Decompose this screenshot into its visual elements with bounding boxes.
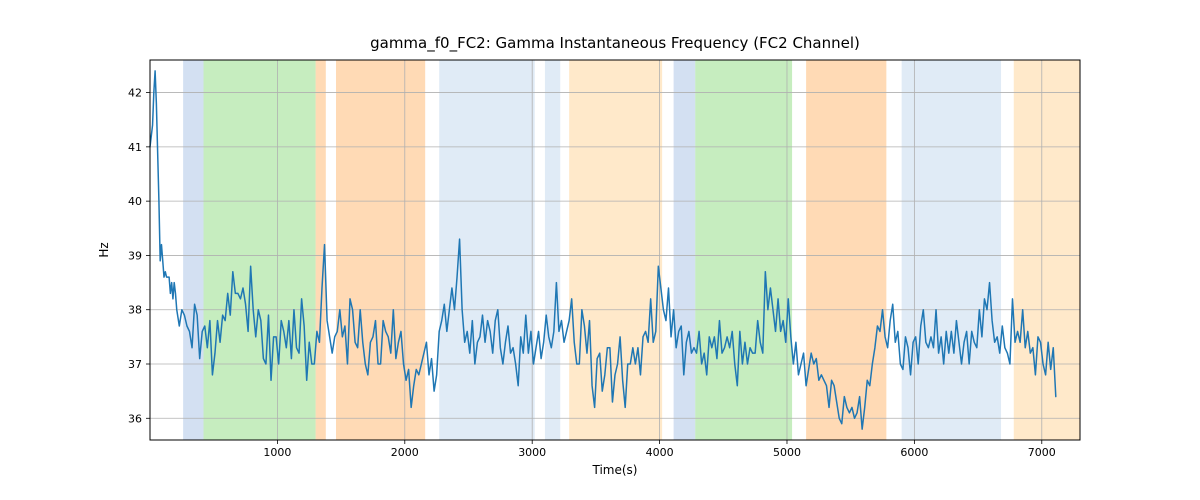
x-axis-label: Time(s) bbox=[592, 463, 638, 477]
x-tick-label: 1000 bbox=[263, 446, 291, 459]
background-spans bbox=[183, 60, 1080, 440]
span bbox=[695, 60, 792, 440]
y-tick-label: 38 bbox=[128, 304, 142, 317]
y-ticks: 36 37 38 39 40 41 42 bbox=[128, 87, 150, 426]
span bbox=[919, 60, 1001, 440]
timeseries-chart: 1000 2000 3000 4000 5000 6000 7000 36 37 38 39 40 4… bbox=[0, 0, 1200, 500]
y-axis-label: Hz bbox=[97, 242, 111, 257]
span bbox=[806, 60, 886, 440]
chart-container: 1000 2000 3000 4000 5000 6000 7000 36 37 38 39 40 4… bbox=[0, 0, 1200, 500]
span bbox=[902, 60, 920, 440]
y-tick-label: 37 bbox=[128, 358, 142, 371]
x-tick-label: 7000 bbox=[1028, 446, 1056, 459]
y-tick-label: 41 bbox=[128, 141, 142, 154]
y-tick-label: 42 bbox=[128, 87, 142, 100]
span bbox=[439, 60, 535, 440]
y-tick-label: 39 bbox=[128, 249, 142, 262]
span bbox=[545, 60, 560, 440]
span bbox=[1014, 60, 1080, 440]
span bbox=[183, 60, 203, 440]
span bbox=[674, 60, 696, 440]
chart-title: gamma_f0_FC2: Gamma Instantaneous Freque… bbox=[370, 34, 860, 53]
x-tick-label: 2000 bbox=[391, 446, 419, 459]
x-tick-label: 6000 bbox=[900, 446, 928, 459]
x-tick-label: 3000 bbox=[518, 446, 546, 459]
y-tick-label: 36 bbox=[128, 412, 142, 425]
x-ticks: 1000 2000 3000 4000 5000 6000 7000 bbox=[263, 440, 1055, 459]
x-tick-label: 5000 bbox=[773, 446, 801, 459]
y-tick-label: 40 bbox=[128, 195, 142, 208]
span bbox=[204, 60, 316, 440]
span bbox=[569, 60, 662, 440]
x-tick-label: 4000 bbox=[646, 446, 674, 459]
span bbox=[336, 60, 425, 440]
